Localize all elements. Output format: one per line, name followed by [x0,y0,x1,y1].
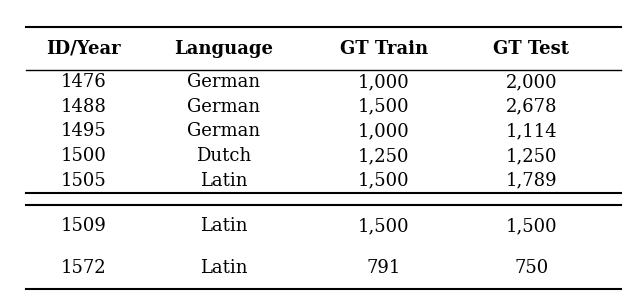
Text: 1,000: 1,000 [358,73,410,91]
Text: 1,250: 1,250 [358,147,410,165]
Text: Dutch: Dutch [196,147,252,165]
Text: 2,000: 2,000 [506,73,557,91]
Text: 1572: 1572 [60,259,106,277]
Text: Language: Language [175,40,273,58]
Text: 791: 791 [367,259,401,277]
Text: Latin: Latin [200,217,248,235]
Text: 1488: 1488 [60,98,106,116]
Text: 1476: 1476 [60,73,106,91]
Text: 1,250: 1,250 [506,147,557,165]
Text: 1,500: 1,500 [506,217,557,235]
Text: 1,114: 1,114 [506,123,557,140]
Text: 1,000: 1,000 [358,123,410,140]
Text: Latin: Latin [200,172,248,190]
Text: 1500: 1500 [60,147,106,165]
Text: 1,500: 1,500 [358,217,410,235]
Text: 750: 750 [514,259,548,277]
Text: ID/Year: ID/Year [46,40,120,58]
Text: 2,678: 2,678 [506,98,557,116]
Text: German: German [188,73,260,91]
Text: 1,789: 1,789 [506,172,557,190]
Text: GT Test: GT Test [493,40,569,58]
Text: 1,500: 1,500 [358,98,410,116]
Text: German: German [188,123,260,140]
Text: 1505: 1505 [60,172,106,190]
Text: German: German [188,98,260,116]
Text: 1,500: 1,500 [358,172,410,190]
Text: GT Train: GT Train [340,40,428,58]
Text: 1509: 1509 [60,217,106,235]
Text: 1495: 1495 [60,123,106,140]
Text: Latin: Latin [200,259,248,277]
